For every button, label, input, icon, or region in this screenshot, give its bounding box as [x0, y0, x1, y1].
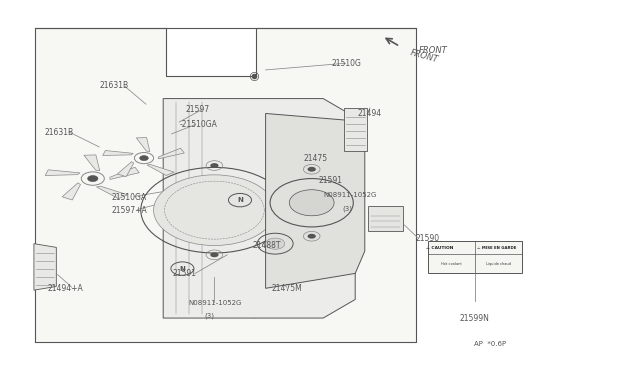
Circle shape — [289, 190, 334, 216]
Text: 21475M: 21475M — [272, 284, 303, 293]
Circle shape — [88, 176, 98, 182]
Circle shape — [154, 175, 275, 246]
Text: N08911-1052G: N08911-1052G — [323, 192, 376, 198]
Circle shape — [210, 252, 219, 257]
Polygon shape — [163, 99, 355, 318]
Text: N: N — [237, 197, 243, 203]
Polygon shape — [34, 244, 56, 290]
Text: N: N — [179, 266, 186, 272]
Bar — [428, 241, 522, 273]
Text: FRONT: FRONT — [419, 46, 448, 55]
Text: Hot coolant: Hot coolant — [441, 262, 461, 266]
Circle shape — [140, 155, 148, 161]
Polygon shape — [136, 138, 150, 151]
Text: 21597: 21597 — [186, 105, 210, 114]
Text: 21510G: 21510G — [332, 59, 362, 68]
Polygon shape — [266, 113, 365, 288]
Circle shape — [210, 163, 219, 168]
Polygon shape — [97, 186, 128, 199]
Text: N08911-1052G: N08911-1052G — [189, 300, 242, 306]
Polygon shape — [118, 162, 134, 177]
Text: 21597+A: 21597+A — [112, 206, 148, 215]
Bar — [344, 108, 367, 151]
Text: 21494: 21494 — [357, 109, 381, 118]
Text: 21591: 21591 — [319, 176, 343, 185]
Text: (3): (3) — [205, 313, 215, 320]
Text: 21591: 21591 — [173, 269, 197, 278]
Text: 21510GA: 21510GA — [112, 193, 147, 202]
Text: Liquide chaud: Liquide chaud — [486, 262, 511, 266]
Text: 21488T: 21488T — [253, 241, 282, 250]
Text: 21590: 21590 — [416, 234, 440, 243]
Polygon shape — [45, 170, 80, 176]
Text: 21631B: 21631B — [99, 81, 129, 90]
Polygon shape — [62, 183, 81, 200]
Text: 21494+A: 21494+A — [48, 284, 84, 293]
Polygon shape — [147, 164, 174, 176]
Polygon shape — [84, 155, 100, 171]
Text: -21510GA: -21510GA — [179, 120, 217, 129]
Text: FRONT: FRONT — [410, 48, 440, 64]
Text: 21475: 21475 — [304, 154, 328, 163]
Text: 21599N: 21599N — [460, 314, 490, 323]
Text: ⚠ MISE EN GARDE: ⚠ MISE EN GARDE — [477, 246, 516, 250]
Text: ⚠ CAUTION: ⚠ CAUTION — [426, 246, 454, 250]
Polygon shape — [103, 151, 133, 155]
Polygon shape — [35, 28, 416, 342]
Polygon shape — [110, 167, 140, 179]
Bar — [368, 206, 403, 231]
Circle shape — [266, 238, 285, 249]
Text: 21631B: 21631B — [45, 128, 74, 137]
Circle shape — [307, 167, 316, 172]
Circle shape — [307, 234, 316, 239]
Polygon shape — [158, 148, 184, 159]
Text: AP  *0.6P: AP *0.6P — [474, 341, 506, 347]
Text: (3): (3) — [342, 205, 353, 212]
